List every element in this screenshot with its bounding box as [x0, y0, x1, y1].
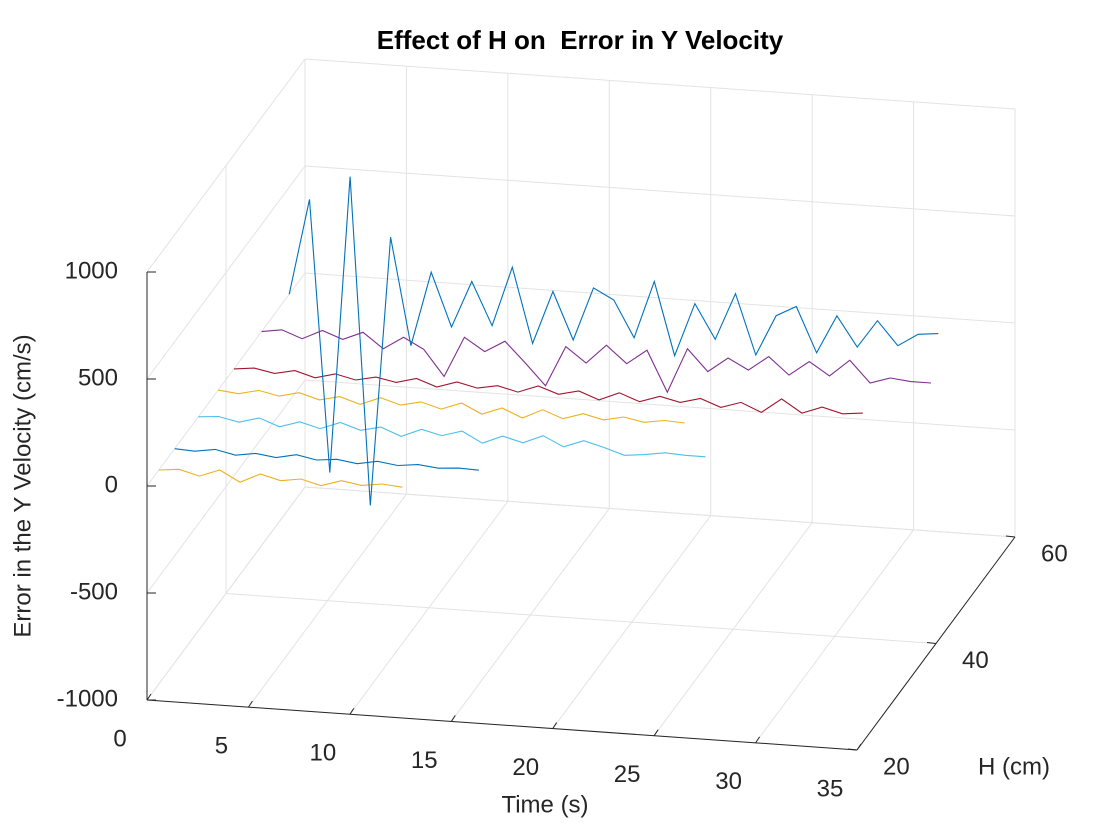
y-tick — [1005, 535, 1016, 538]
x-tick-label: 25 — [614, 761, 641, 788]
grid-line — [304, 165, 1016, 217]
y-tick — [926, 642, 937, 644]
grid-line — [304, 272, 1016, 324]
z-tick-label: -1000 — [57, 685, 118, 712]
y-tick — [847, 748, 858, 751]
z-tick-label: 0 — [105, 471, 118, 498]
grid-line — [146, 58, 306, 273]
z-tick-label: 500 — [78, 364, 118, 391]
x-tick-label: 30 — [715, 768, 742, 795]
z-axis-label: Error in the Y Velocity (cm/s) — [9, 334, 36, 637]
x-tick — [349, 708, 355, 715]
x-tick — [248, 700, 253, 708]
series-line — [288, 176, 939, 506]
x-tick — [755, 736, 760, 744]
grid-line — [304, 486, 1016, 538]
x-tick-label: 15 — [411, 747, 438, 774]
y-tick-label: 60 — [1041, 540, 1068, 567]
series-line — [158, 468, 403, 488]
grid-line — [146, 272, 306, 487]
series-line — [174, 448, 479, 471]
y-tick-label: 40 — [962, 647, 989, 674]
series-line — [218, 389, 685, 424]
x-tick — [146, 693, 152, 701]
series-line — [198, 415, 706, 458]
x-tick — [653, 729, 659, 736]
y-tick-label: 20 — [883, 753, 910, 780]
x-axis-label: Time (s) — [501, 791, 588, 818]
z-tick-label: 1000 — [65, 257, 118, 284]
chart-title: Effect of H on Error in Y Velocity — [377, 25, 784, 55]
x-tick-label: 35 — [817, 775, 844, 802]
series-line — [261, 329, 932, 394]
x-tick — [856, 743, 862, 751]
x-tick — [552, 722, 558, 729]
grid-line — [146, 165, 306, 380]
grid-line — [304, 379, 1016, 431]
grid-line — [304, 58, 1016, 110]
axis-line — [146, 699, 858, 751]
y-axis-label: H (cm) — [978, 753, 1050, 780]
x-tick-label: 5 — [215, 732, 228, 759]
x-tick-label: 20 — [512, 754, 539, 781]
grid-line — [146, 486, 306, 701]
x-tick — [450, 715, 456, 722]
z-tick-label: -500 — [70, 578, 118, 605]
x-tick-label: 0 — [113, 725, 126, 752]
grid-line — [225, 593, 937, 644]
x-tick-label: 10 — [310, 740, 337, 767]
series-line — [233, 367, 863, 415]
grid-line — [146, 379, 306, 594]
